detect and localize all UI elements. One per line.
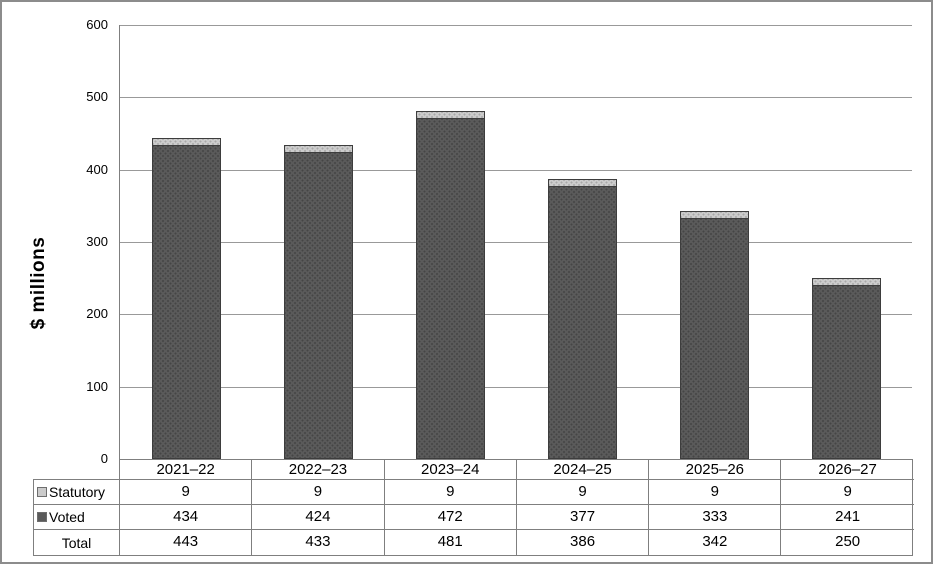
category-cell: 2025–26: [649, 460, 782, 480]
gridline-200: [120, 314, 912, 316]
legend-label: Total: [61, 534, 92, 551]
y-axis-line: [119, 25, 120, 459]
voted-value-cell: 333: [649, 505, 782, 530]
total-value-cell: 443: [120, 530, 253, 555]
gridline-300: [120, 242, 912, 243]
gridline-400: [120, 169, 912, 171]
category-cell: 2022–23: [252, 460, 385, 480]
category-cell: 2024–25: [516, 460, 650, 480]
total-value-cell: 386: [517, 530, 650, 555]
bar-segment-statutory: [416, 111, 485, 118]
total-value-cell: 481: [385, 530, 517, 555]
statutory-value-cell: 9: [120, 480, 253, 505]
category-cell: 2023–24: [384, 460, 517, 480]
y-tick-label-100: 100: [86, 378, 108, 394]
bar-segment-statutory: [152, 138, 221, 145]
bar-segment-statutory: [284, 145, 353, 152]
legend-label: Statutory: [49, 484, 106, 500]
statutory-value-cell: 9: [649, 480, 782, 505]
statutory-value-cell: 9: [781, 480, 914, 505]
voted-swatch-icon: [37, 512, 47, 522]
total-value-cell: 250: [835, 533, 861, 550]
voted-value-cell: 377: [516, 505, 650, 530]
bar-segment-voted: [284, 152, 353, 459]
legend-row-statutory: Statutory: [34, 480, 119, 505]
y-tick-label-0: 0: [100, 451, 108, 466]
statutory-value-cell: 9: [252, 480, 385, 505]
statutory-swatch-icon: [37, 487, 47, 497]
bar-2022–23: [284, 145, 353, 459]
legend-row-voted: Voted: [34, 505, 119, 530]
category-cell: 2026–27: [781, 460, 914, 480]
data-table: 2021–22 2022–23 2023–24 2024–25 2025–26 2026–…: [119, 459, 914, 556]
category-row: 2021–22 2022–23 2023–24 2024–25 2025–26 2026–…: [120, 460, 914, 480]
total-value-cell: 433: [252, 530, 385, 555]
bar-segment-statutory: [812, 278, 881, 285]
bar-segment-statutory: [680, 211, 749, 218]
gridline-600: [120, 25, 912, 26]
bar-2021–22: [152, 138, 221, 459]
y-tick-label-400: 400: [86, 161, 108, 177]
bar-segment-voted: [548, 186, 617, 459]
bar-segment-voted: [416, 118, 485, 459]
bar-segment-statutory: [548, 179, 617, 186]
y-tick-label-600: 600: [86, 17, 108, 32]
y-tick-label-300: 300: [86, 234, 108, 249]
gridline-500: [120, 97, 912, 99]
voted-value-cell: 424: [252, 505, 385, 530]
bar-segment-voted: [152, 145, 221, 459]
y-tick-label-200: 200: [86, 306, 108, 322]
legend-row-total: Total: [34, 530, 119, 555]
statutory-value-cell: 9: [516, 480, 650, 505]
legend-column: Statutory Voted Total: [33, 479, 120, 556]
bar-2024–25: [548, 179, 617, 459]
legend-label: Voted: [49, 509, 85, 525]
total-value-row: 443 433 481 386 342 250: [120, 530, 912, 555]
bar-segment-voted: [680, 218, 749, 459]
y-axis-title: $ millions: [28, 236, 49, 330]
gridline-100: [120, 386, 912, 388]
bar-segment-voted: [812, 285, 881, 459]
y-tick-label-500: 500: [86, 89, 108, 105]
voted-value-cell: 434: [120, 505, 253, 530]
bar-2026–27: [812, 278, 881, 459]
bar-2025–26: [680, 211, 749, 459]
voted-value-cell: 241: [781, 505, 914, 530]
bar-2023–24: [416, 111, 485, 459]
voted-value-cell: 472: [384, 505, 517, 530]
statutory-value-cell: 9: [384, 480, 517, 505]
category-cell: 2021–22: [120, 460, 253, 480]
total-value-cell: 342: [649, 530, 782, 555]
voted-value-row: 434 424 472 377 333 241: [120, 505, 914, 530]
